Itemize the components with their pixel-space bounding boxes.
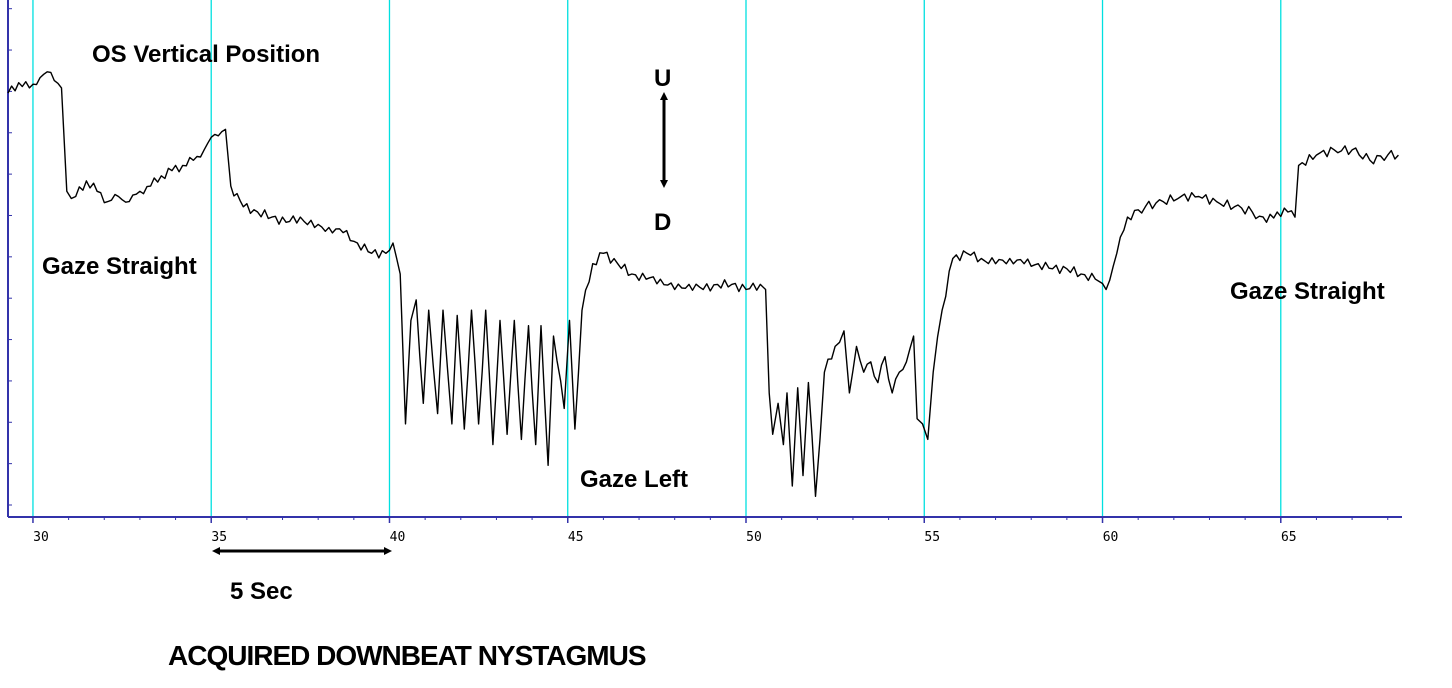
y-ticks: [8, 8, 12, 506]
x-tick-label-45: 45: [568, 530, 584, 545]
x-tick-label-50: 50: [746, 530, 762, 545]
x-tick-label-55: 55: [924, 530, 940, 545]
figure-caption: ACQUIRED DOWNBEAT NYSTAGMUS: [168, 640, 647, 671]
chart-title: OS Vertical Position: [92, 41, 320, 68]
annotation-gaze-straight-right: Gaze Straight: [1230, 278, 1385, 305]
x-ticks: 30 35 40 45 50 55 60 65: [32, 517, 1389, 545]
series-layer: [7, 71, 1399, 497]
series-line-0: [7, 71, 1399, 497]
x-tick-label-65: 65: [1281, 530, 1297, 545]
up-label: U: [654, 65, 671, 92]
x-tick-label-60: 60: [1103, 530, 1119, 545]
vertical-grid-lines: [32, 0, 1282, 517]
annotation-gaze-left: Gaze Left: [580, 466, 688, 493]
annotation-gaze-straight-left: Gaze Straight: [42, 253, 197, 280]
down-label: D: [654, 209, 671, 236]
x-tick-label-35: 35: [211, 530, 227, 545]
time-scale-label: 5 Sec: [230, 578, 293, 605]
axes: [7, 0, 1402, 518]
x-tick-label-40: 40: [390, 530, 406, 545]
x-tick-label-30: 30: [33, 530, 49, 545]
